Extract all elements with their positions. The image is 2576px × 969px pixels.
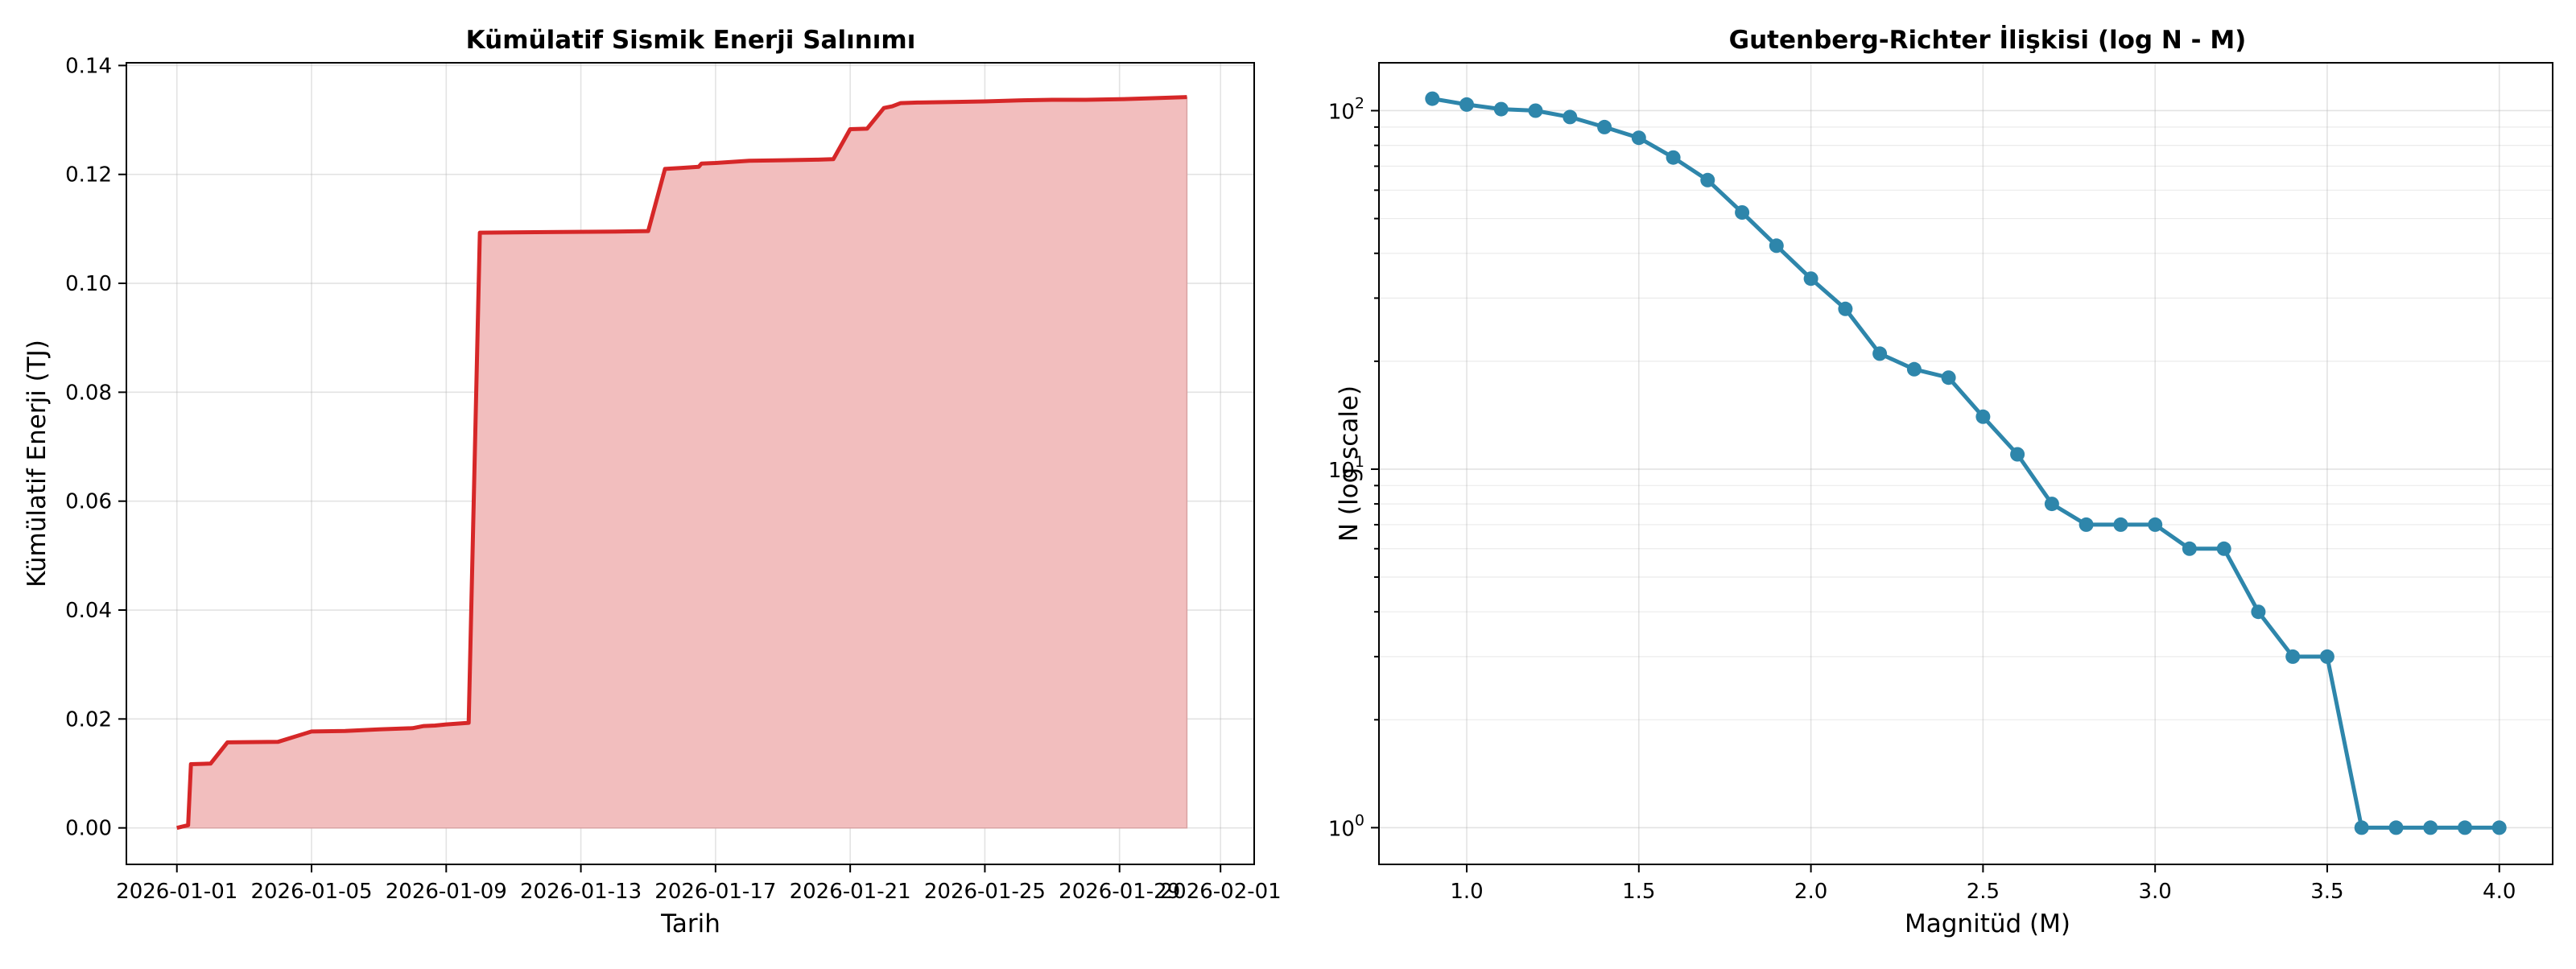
chart1-x-tick-label: 2026-01-09: [386, 880, 507, 904]
chart2-data-point: [1666, 150, 1681, 165]
chart2-data-point: [1563, 109, 1578, 125]
chart1-y-axis: 0.00 0.02 0.04 0.06 0.08 0.10 0.12 0.14: [65, 54, 126, 841]
chart2-data-point: [2491, 820, 2507, 835]
chart2-data-point: [2079, 517, 2094, 532]
chart1-y-tick-label: 0.00: [65, 817, 112, 841]
chart2-y-axis: 100 101 102: [1328, 94, 1379, 841]
chart2-data-point: [1493, 101, 1509, 117]
chart2-data-point: [1838, 301, 1853, 316]
chart2-data-point: [2319, 649, 2334, 664]
chart2-data-point: [1803, 271, 1818, 287]
chart1-y-tick-label: 0.08: [65, 381, 112, 405]
chart1-x-tick-label: 2026-02-01: [1160, 880, 1282, 904]
chart2-data-point: [1597, 119, 1612, 134]
chart1-x-tick-label: 2026-01-13: [520, 880, 642, 904]
chart2-x-tick-label: 1.5: [1622, 880, 1655, 904]
chart2-data-point: [2388, 820, 2404, 835]
chart2-title: Gutenberg-Richter İlişkisi (log N - M): [1729, 26, 2247, 55]
chart2-data-point: [1872, 346, 1888, 361]
chart1-plot-frame: [126, 62, 1255, 865]
chart2-y-tick-label: 102: [1328, 94, 1364, 124]
chart2-data-point: [1425, 91, 1440, 106]
chart2-series-line: [1431, 97, 2500, 830]
chart2-data-point: [1769, 238, 1784, 254]
chart2-data-point: [2148, 517, 2163, 532]
chart2-data-point: [2285, 649, 2301, 664]
chart2-data-point: [1528, 103, 1543, 118]
chart1-x-tick-label: 2026-01-01: [116, 880, 237, 904]
chart2-x-tick-label: 2.5: [1967, 880, 2000, 904]
chart2-data-point: [1631, 130, 1646, 146]
chart2-y-tick-label: 100: [1328, 811, 1364, 841]
chart1-x-tick-label: 2026-01-05: [250, 880, 372, 904]
chart2-x-tick-label: 4.0: [2483, 880, 2516, 904]
chart2-data-point: [1459, 97, 1474, 112]
chart1-y-tick-label: 0.10: [65, 272, 112, 296]
chart1-x-tick-label: 2026-01-17: [654, 880, 776, 904]
chart2-x-tick-label: 1.0: [1450, 880, 1483, 904]
chart2-data-point: [1700, 172, 1715, 188]
chart2-x-tick-label: 2.0: [1794, 880, 1827, 904]
chart1-y-tick-label: 0.02: [65, 707, 112, 732]
chart2-x-tick-label: 3.5: [2310, 880, 2343, 904]
chart1-x-tick-label: 2026-01-21: [790, 880, 911, 904]
chart2-y-axis-label: N (log scale): [1335, 386, 1364, 542]
chart2-data-point: [2113, 517, 2128, 532]
chart1-area-fill: [176, 96, 1188, 829]
chart2-data-point: [2251, 604, 2266, 620]
chart2-x-axis-label: Magnitüd (M): [1905, 909, 2070, 938]
chart1-series-line: [176, 95, 1187, 831]
chart1-y-tick-label: 0.14: [65, 54, 112, 78]
chart1-y-tick-label: 0.04: [65, 599, 112, 623]
chart2-data-point: [1941, 370, 1956, 386]
chart2-points: [1425, 91, 2507, 835]
chart2-data-point: [1906, 361, 1922, 377]
chart2-data-point: [2010, 447, 2025, 462]
chart1-y-axis-label: Kümülatif Enerji (TJ): [23, 340, 52, 588]
chart2-plot-frame: [1378, 62, 2553, 865]
chart2-grid: [1379, 63, 2553, 864]
chart2-data-point: [1975, 409, 1991, 424]
chart2-data-point: [2423, 820, 2438, 835]
chart1-title: Kümülatif Sismik Enerji Salınımı: [466, 26, 916, 55]
chart2-data-point: [2182, 541, 2197, 556]
chart2-x-axis: 1.0 1.5 2.0 2.5 3.0 3.5 4.0: [1450, 864, 2516, 904]
gutenberg-richter-chart: Gutenberg-Richter İlişkisi (log N - M) 1…: [1328, 26, 2553, 938]
chart1-x-axis-label: Tarih: [660, 909, 720, 938]
chart1-y-tick-label: 0.06: [65, 490, 112, 514]
chart2-data-point: [2354, 820, 2369, 835]
chart1-y-tick-label: 0.12: [65, 163, 112, 188]
chart2-data-point: [2458, 820, 2472, 835]
chart2-data-point: [1735, 205, 1750, 220]
cumulative-energy-chart: Kümülatif Sismik Enerji Salınımı 2026-01…: [23, 26, 1282, 938]
chart2-data-point: [2216, 541, 2231, 556]
chart1-x-axis: 2026-01-01 2026-01-05 2026-01-09 2026-01-13…: [116, 864, 1282, 904]
chart1-x-tick-label: 2026-01-25: [924, 880, 1046, 904]
chart2-y-tick-label: 101: [1328, 453, 1364, 483]
chart1-x-tick-label: 2026-01-29: [1059, 880, 1180, 904]
chart2-x-tick-label: 3.0: [2138, 880, 2171, 904]
chart2-data-point: [2044, 497, 2059, 512]
